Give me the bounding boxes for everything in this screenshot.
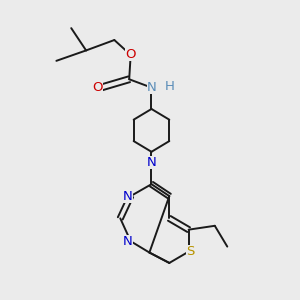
Text: H: H	[164, 80, 174, 93]
Text: O: O	[93, 81, 103, 94]
Text: S: S	[186, 245, 194, 258]
Text: O: O	[125, 48, 136, 62]
Text: N: N	[123, 235, 133, 248]
Text: N: N	[123, 190, 133, 202]
Text: N: N	[147, 81, 156, 94]
Text: N: N	[147, 156, 156, 169]
